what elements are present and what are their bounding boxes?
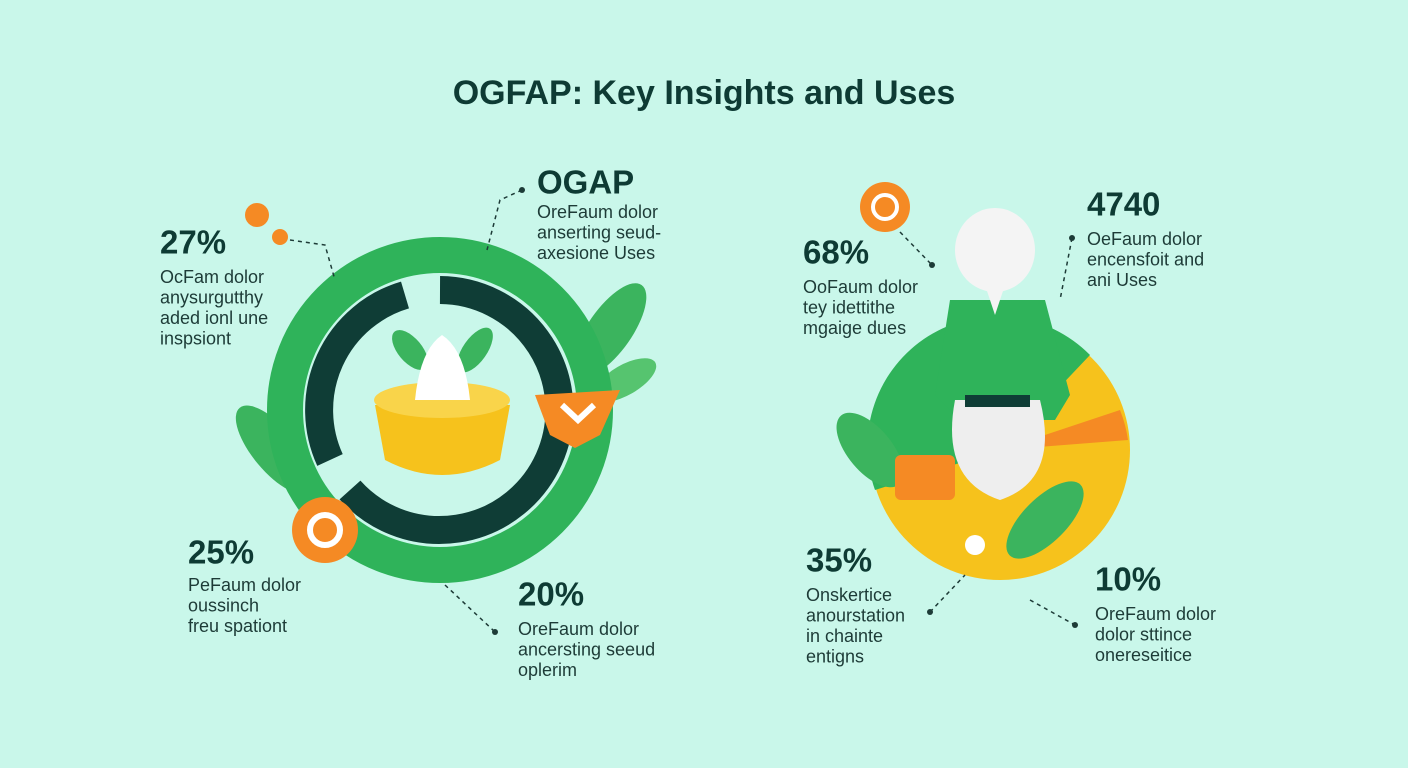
stat-text: anysurgutthy xyxy=(160,287,263,307)
stat-text: freu spationt xyxy=(188,616,287,636)
leaf xyxy=(392,330,428,370)
leaf xyxy=(1006,481,1084,559)
leader xyxy=(486,189,523,251)
title: OGFAP: Key Insights and Uses xyxy=(453,74,956,112)
stat-text: anserting seud- xyxy=(537,222,661,242)
stat-text: entigns xyxy=(806,646,864,666)
check xyxy=(559,402,597,425)
stat-value: 27% xyxy=(160,224,226,261)
dot xyxy=(492,629,498,635)
stat-text: axesione Uses xyxy=(537,243,655,263)
stat-text: OeFaum dolor xyxy=(1087,229,1202,249)
stat-text: dolor sttince xyxy=(1095,624,1192,644)
icon xyxy=(292,497,358,563)
inner-arc xyxy=(305,281,410,466)
dot xyxy=(927,609,933,615)
stat-text: OreFaum dolor xyxy=(537,202,658,222)
stat-text: encensfoit and xyxy=(1087,249,1204,269)
stat-text: mgaige dues xyxy=(803,318,906,338)
head xyxy=(955,208,1035,292)
stat-value: 25% xyxy=(188,534,254,571)
stat-value: 20% xyxy=(518,576,584,613)
inner-arc xyxy=(339,276,574,544)
icon-glyph xyxy=(871,193,899,221)
stat-text: oplerim xyxy=(518,660,577,680)
leader xyxy=(1029,599,1076,626)
stat-text: onereseitice xyxy=(1095,645,1192,665)
jacket xyxy=(935,300,1070,420)
icon xyxy=(245,203,269,227)
stat-text: PeFaum dolor xyxy=(188,575,301,595)
stat-text: oussinch xyxy=(188,595,259,615)
stat-text: in chainte xyxy=(806,626,883,646)
dot xyxy=(929,262,935,268)
right-graphic xyxy=(836,182,1130,628)
stat-text: OreFaum dolor xyxy=(518,619,639,639)
left-graphic xyxy=(235,187,657,635)
leader xyxy=(444,584,496,633)
stat-text: anourstation xyxy=(806,605,905,625)
stat-text: ancersting seeud xyxy=(518,639,655,659)
stat-text: ani Uses xyxy=(1087,270,1157,290)
icon xyxy=(272,229,288,245)
stat-value: 10% xyxy=(1095,561,1161,598)
stat-text: tey idettithe xyxy=(803,297,895,317)
stat-text: OoFaum dolor xyxy=(803,277,918,297)
dot xyxy=(1072,622,1078,628)
leader xyxy=(1059,237,1073,301)
dot xyxy=(519,187,525,193)
stat-text: Onskertice xyxy=(806,585,892,605)
leaf xyxy=(457,327,493,373)
stat-text: OreFaum dolor xyxy=(1095,604,1216,624)
neck xyxy=(985,285,1005,315)
stat-text: aded ionl une xyxy=(160,308,268,328)
leader xyxy=(929,574,966,613)
box xyxy=(895,455,955,500)
dot xyxy=(965,535,985,555)
stat-text: inspsiont xyxy=(160,328,231,348)
bowl xyxy=(375,405,510,475)
leaf xyxy=(836,412,904,488)
belt xyxy=(965,395,1030,407)
icon xyxy=(860,182,910,232)
stat-value: 68% xyxy=(803,234,869,271)
dot xyxy=(1069,235,1075,241)
icon-glyph xyxy=(307,512,343,548)
stat-value: 4740 xyxy=(1087,186,1160,223)
stat-value: 35% xyxy=(806,542,872,579)
body xyxy=(952,400,1045,500)
stat-text: OcFam dolor xyxy=(160,267,264,287)
stat-value: OGAP xyxy=(537,164,634,201)
leader xyxy=(289,239,336,281)
drop xyxy=(415,335,470,400)
